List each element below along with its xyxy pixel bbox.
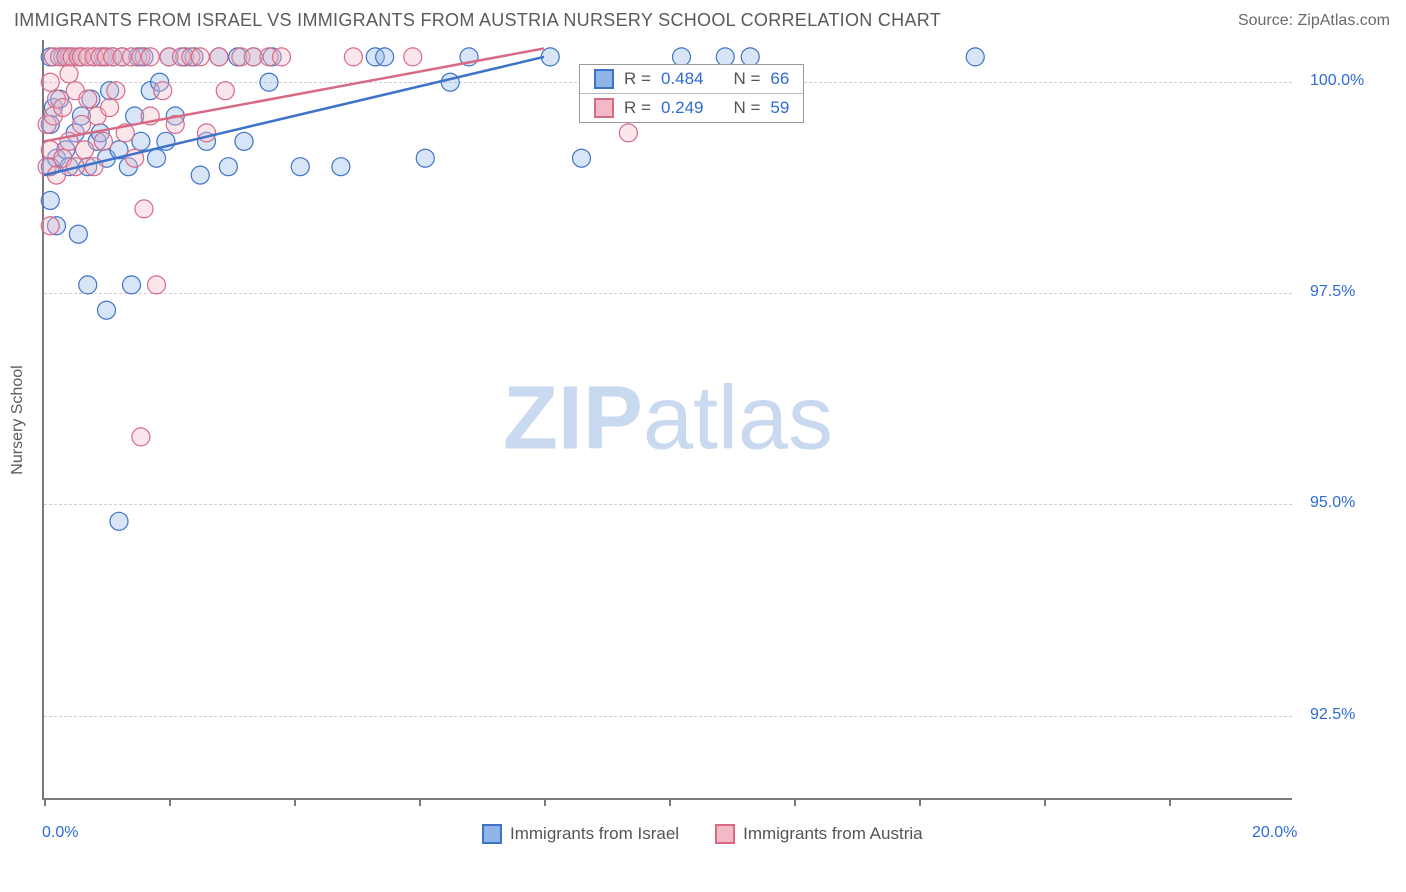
- series-legend: Immigrants from Israel Immigrants from Au…: [482, 824, 923, 844]
- chart-title: IMMIGRANTS FROM ISRAEL VS IMMIGRANTS FRO…: [14, 10, 941, 31]
- x-tick: [669, 798, 671, 806]
- data-point-israel: [191, 166, 209, 184]
- x-tick: [1169, 798, 1171, 806]
- data-point-austria: [210, 48, 228, 66]
- data-point-austria: [132, 428, 150, 446]
- legend-label: Immigrants from Austria: [743, 824, 923, 844]
- data-point-israel: [148, 149, 166, 167]
- data-point-austria: [79, 90, 97, 108]
- x-axis-end-label: 20.0%: [1252, 824, 1297, 842]
- data-point-israel: [291, 158, 309, 176]
- y-tick-label: 95.0%: [1304, 494, 1355, 512]
- data-point-austria: [48, 166, 66, 184]
- data-point-austria: [94, 132, 112, 150]
- data-point-israel: [79, 276, 97, 294]
- data-point-israel: [41, 191, 59, 209]
- chart-container: Nursery School ZIPatlas R =0.484N =66R =…: [42, 40, 1392, 840]
- data-point-austria: [54, 99, 72, 117]
- data-point-austria: [85, 158, 103, 176]
- legend-swatch: [594, 98, 614, 118]
- data-point-austria: [216, 82, 234, 100]
- legend-item-israel: Immigrants from Israel: [482, 824, 679, 844]
- n-label: N =: [733, 69, 760, 89]
- x-tick: [1044, 798, 1046, 806]
- plot-area: ZIPatlas R =0.484N =66R =0.249N =59 92.5…: [42, 40, 1292, 800]
- data-point-austria: [619, 124, 637, 142]
- r-value: 0.484: [661, 69, 704, 89]
- data-point-austria: [141, 48, 159, 66]
- r-label: R =: [624, 98, 651, 118]
- legend-swatch: [594, 69, 614, 89]
- data-point-israel: [416, 149, 434, 167]
- r-value: 0.249: [661, 98, 704, 118]
- x-tick: [919, 798, 921, 806]
- data-point-israel: [235, 132, 253, 150]
- data-point-israel: [69, 225, 87, 243]
- data-point-austria: [191, 48, 209, 66]
- stats-legend-row: R = 0.249 N = 59: [580, 93, 803, 122]
- x-tick: [169, 798, 171, 806]
- data-point-austria: [101, 99, 119, 117]
- data-point-israel: [332, 158, 350, 176]
- x-tick: [544, 798, 546, 806]
- data-point-austria: [273, 48, 291, 66]
- data-point-austria: [135, 200, 153, 218]
- data-point-austria: [60, 65, 78, 83]
- data-point-israel: [573, 149, 591, 167]
- n-value: 66: [770, 69, 789, 89]
- data-point-israel: [441, 73, 459, 91]
- legend-label: Immigrants from Israel: [510, 824, 679, 844]
- data-point-austria: [404, 48, 422, 66]
- data-point-austria: [148, 276, 166, 294]
- x-tick: [794, 798, 796, 806]
- data-point-israel: [123, 276, 141, 294]
- data-point-israel: [376, 48, 394, 66]
- legend-item-austria: Immigrants from Austria: [715, 824, 923, 844]
- data-point-israel: [98, 301, 116, 319]
- stats-legend: R = 0.484 N = 66 R = 0.249 N = 59: [579, 64, 804, 123]
- source-label: Source: ZipAtlas.com: [1238, 12, 1390, 30]
- data-point-austria: [41, 217, 59, 235]
- x-tick: [419, 798, 421, 806]
- data-point-israel: [110, 512, 128, 530]
- y-tick-label: 97.5%: [1304, 283, 1355, 301]
- y-tick-label: 92.5%: [1304, 706, 1355, 724]
- x-tick: [44, 798, 46, 806]
- data-point-israel: [966, 48, 984, 66]
- x-axis-start-label: 0.0%: [42, 824, 78, 842]
- r-label: R =: [624, 69, 651, 89]
- data-point-austria: [344, 48, 362, 66]
- legend-swatch: [482, 824, 502, 844]
- trend-line-israel: [44, 57, 544, 175]
- scatter-svg: [44, 40, 1292, 798]
- y-tick-label: 100.0%: [1304, 72, 1364, 90]
- x-tick: [294, 798, 296, 806]
- data-point-israel: [260, 73, 278, 91]
- n-label: N =: [733, 98, 760, 118]
- data-point-austria: [154, 82, 172, 100]
- y-axis-title: Nursery School: [9, 365, 27, 474]
- data-point-austria: [107, 82, 125, 100]
- data-point-austria: [76, 141, 94, 159]
- stats-legend-row: R = 0.484 N = 66: [580, 65, 803, 93]
- data-point-austria: [41, 73, 59, 91]
- n-value: 59: [770, 98, 789, 118]
- data-point-israel: [219, 158, 237, 176]
- legend-swatch: [715, 824, 735, 844]
